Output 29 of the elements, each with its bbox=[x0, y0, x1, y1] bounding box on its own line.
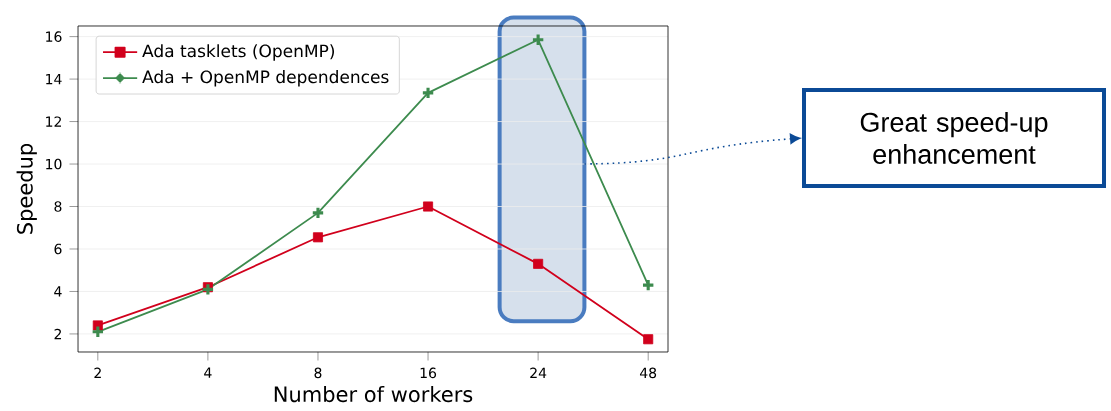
point bbox=[642, 279, 654, 291]
point bbox=[312, 207, 324, 219]
point bbox=[92, 326, 104, 338]
y-tick-label: 2 bbox=[54, 328, 61, 340]
point bbox=[312, 232, 323, 243]
legend-label: Ada + OpenMP dependences bbox=[142, 70, 389, 87]
point bbox=[643, 334, 654, 345]
x-axis-title: Number of workers bbox=[274, 385, 473, 403]
x-tick-label: 16 bbox=[420, 367, 437, 379]
x-tick-label: 24 bbox=[530, 367, 547, 378]
y-tick-label: 6 bbox=[54, 243, 62, 255]
point bbox=[92, 320, 103, 331]
y-tick-label: 10 bbox=[46, 158, 62, 170]
y-tick-label: 4 bbox=[54, 286, 62, 297]
text: Great speed-up enhancement bbox=[860, 112, 1048, 164]
point bbox=[532, 34, 544, 45]
point bbox=[422, 87, 434, 99]
x-tick-label: 2 bbox=[94, 367, 101, 378]
y-tick-label: 14 bbox=[46, 74, 62, 85]
y-tick-label: 12 bbox=[46, 116, 61, 127]
y-tick-label: 8 bbox=[54, 201, 62, 212]
point bbox=[533, 258, 544, 269]
y-tick-label: 16 bbox=[46, 31, 62, 42]
legend-label: Ada tasklets (OpenMP) bbox=[142, 44, 335, 61]
x-tick-label: 48 bbox=[639, 367, 657, 379]
y-axis-title: Speedup bbox=[16, 143, 37, 234]
x-tick-label: 4 bbox=[204, 367, 212, 378]
x-tick-label: 8 bbox=[314, 367, 322, 379]
point bbox=[423, 201, 434, 212]
